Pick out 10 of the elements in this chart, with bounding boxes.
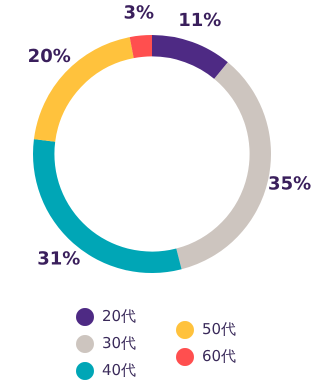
data-label: 31% xyxy=(37,248,80,270)
legend-label: 40代 xyxy=(102,361,136,380)
data-label: 35% xyxy=(268,173,312,194)
data-label: 3% xyxy=(123,2,154,24)
data-label: 20% xyxy=(28,46,71,68)
legend-label: 20代 xyxy=(102,307,136,326)
legend-label: 60代 xyxy=(202,347,236,366)
legend-label: 50代 xyxy=(202,320,236,339)
data-label: 11% xyxy=(178,10,222,32)
legend-label: 30代 xyxy=(102,334,136,353)
